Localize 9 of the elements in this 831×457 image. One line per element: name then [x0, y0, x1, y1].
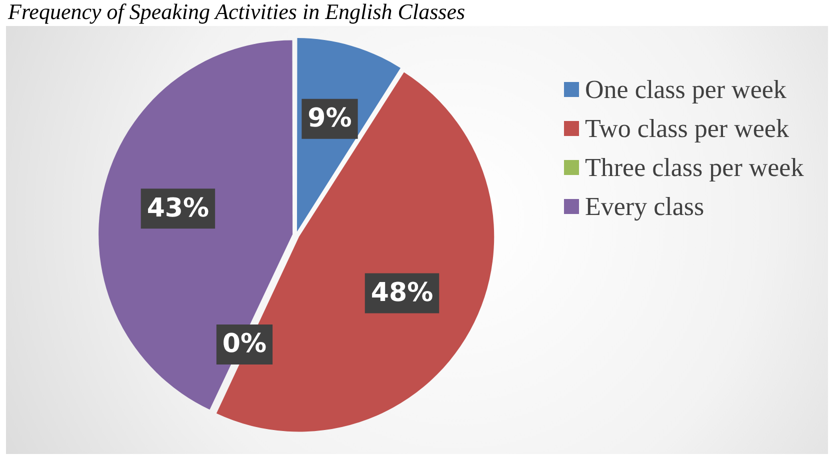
- legend-label: Three class per week: [585, 152, 804, 183]
- legend-label: One class per week: [585, 74, 786, 105]
- legend-label: Every class: [585, 191, 704, 222]
- chart-title: Frequency of Speaking Activities in English Classes: [8, 0, 466, 24]
- legend-label: Two class per week: [585, 113, 789, 144]
- text: 0%: [222, 329, 267, 360]
- data-label: 48%: [370, 278, 434, 308]
- data-label: 43%: [146, 193, 210, 224]
- data-label: 9%: [308, 104, 352, 134]
